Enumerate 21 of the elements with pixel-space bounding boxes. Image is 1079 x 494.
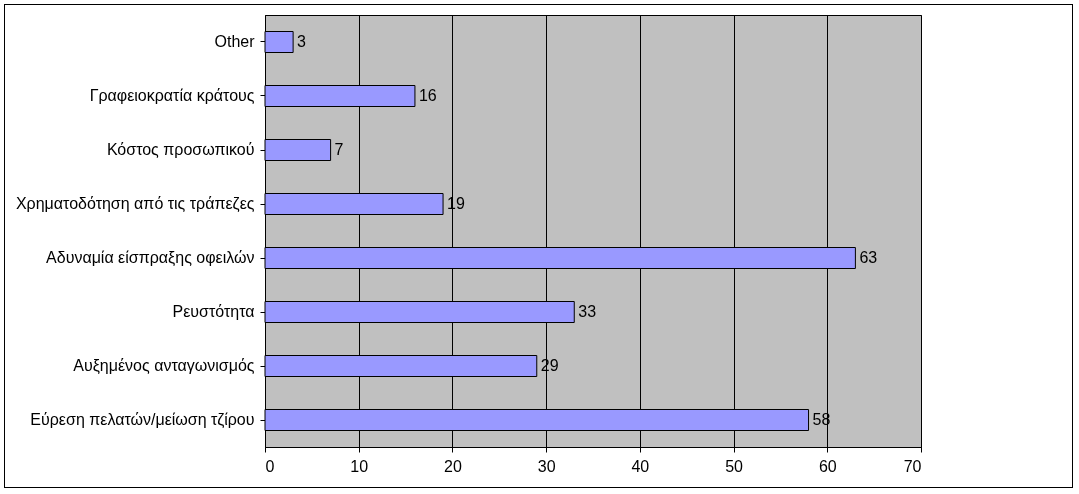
- x-tick-label: 40: [631, 457, 650, 475]
- y-tick-label: Ρευστότητα: [172, 303, 255, 320]
- data-label: 7: [334, 141, 344, 158]
- y-tick-label: Χρηματοδότηση από τις τράπεζες: [15, 195, 255, 213]
- y-tick-label: Other: [214, 33, 256, 50]
- x-tick-label: 70: [903, 457, 922, 475]
- data-label: 63: [859, 249, 878, 266]
- x-tick-label: 0: [265, 457, 275, 475]
- x-tick-label: 30: [537, 457, 556, 475]
- y-tick-label: Κόστος προσωπικού: [106, 141, 255, 158]
- data-label: 33: [578, 303, 597, 320]
- x-tick-label: 20: [444, 457, 462, 475]
- y-tick-label: Αδυναμία είσπραξης οφειλών: [46, 249, 255, 267]
- x-tick-label: 60: [818, 457, 837, 475]
- y-tick-label: Γραφειοκρατία κράτους: [89, 87, 255, 104]
- x-tick-label: 50: [725, 457, 744, 475]
- y-tick-label: Εύρεση πελατών/μείωση τζίρου: [30, 411, 255, 429]
- data-label: 3: [297, 33, 307, 50]
- x-tick-label: 10: [350, 457, 369, 475]
- y-tick-label: Αυξημένος ανταγωνισμός: [73, 357, 255, 375]
- data-label: 16: [418, 87, 437, 104]
